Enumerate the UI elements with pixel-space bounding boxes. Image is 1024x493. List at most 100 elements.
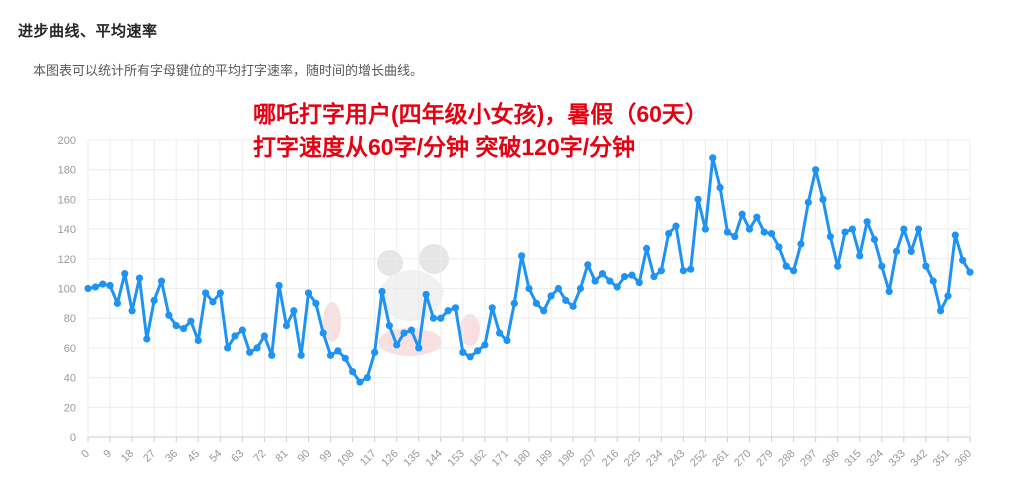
data-point[interactable] (819, 195, 827, 203)
data-point[interactable] (841, 228, 849, 236)
data-point[interactable] (870, 235, 879, 244)
data-point[interactable] (731, 232, 739, 241)
data-point[interactable] (246, 348, 254, 356)
data-point[interactable] (554, 284, 563, 293)
data-point[interactable] (466, 353, 474, 361)
data-point[interactable] (665, 229, 673, 238)
data-point[interactable] (745, 225, 754, 233)
data-point[interactable] (312, 299, 320, 307)
data-point[interactable] (473, 347, 482, 355)
data-point[interactable] (569, 302, 577, 310)
data-point[interactable] (628, 271, 636, 279)
data-point[interactable] (400, 329, 408, 337)
data-point[interactable] (584, 261, 592, 269)
data-point[interactable] (790, 267, 798, 275)
data-point[interactable] (326, 351, 335, 359)
data-point[interactable] (797, 240, 805, 248)
data-point[interactable] (393, 341, 401, 349)
data-point[interactable] (687, 265, 695, 273)
data-point[interactable] (275, 281, 283, 290)
data-point[interactable] (503, 336, 511, 345)
data-point[interactable] (488, 304, 496, 312)
data-point[interactable] (91, 283, 99, 291)
data-point[interactable] (209, 298, 217, 306)
data-point[interactable] (834, 262, 842, 270)
data-point[interactable] (378, 287, 386, 296)
data-point[interactable] (135, 274, 144, 282)
data-point[interactable] (113, 299, 121, 307)
data-point[interactable] (701, 225, 710, 233)
data-point[interactable] (121, 270, 129, 278)
data-point[interactable] (194, 336, 202, 345)
data-point[interactable] (334, 347, 342, 355)
data-point[interactable] (510, 299, 518, 307)
data-point[interactable] (532, 299, 540, 307)
data-point[interactable] (782, 262, 790, 270)
data-point[interactable] (518, 252, 526, 260)
data-point[interactable] (260, 332, 268, 340)
data-point[interactable] (496, 329, 504, 337)
data-point[interactable] (224, 344, 232, 352)
data-point[interactable] (128, 307, 136, 315)
data-point[interactable] (959, 256, 967, 264)
data-point[interactable] (481, 341, 489, 349)
data-point[interactable] (900, 225, 908, 233)
data-point[interactable] (165, 311, 173, 319)
data-point[interactable] (914, 225, 923, 233)
data-point[interactable] (606, 277, 614, 285)
data-point[interactable] (179, 324, 188, 333)
data-point[interactable] (856, 252, 864, 260)
data-point[interactable] (319, 329, 327, 337)
data-point[interactable] (356, 378, 364, 386)
data-point[interactable] (613, 283, 621, 291)
data-point[interactable] (297, 351, 305, 359)
data-point[interactable] (231, 332, 239, 340)
data-point[interactable] (951, 231, 959, 239)
data-point[interactable] (253, 344, 261, 352)
data-point[interactable] (282, 322, 291, 330)
data-point[interactable] (349, 368, 357, 376)
data-point[interactable] (944, 292, 952, 300)
data-point[interactable] (863, 218, 871, 226)
data-point[interactable] (635, 278, 643, 287)
data-point[interactable] (657, 267, 665, 275)
data-point[interactable] (157, 277, 166, 285)
data-point[interactable] (268, 351, 276, 359)
data-point[interactable] (422, 290, 430, 299)
data-point[interactable] (525, 284, 533, 293)
data-point[interactable] (84, 284, 92, 293)
data-point[interactable] (598, 270, 607, 278)
data-point[interactable] (459, 348, 467, 356)
data-point[interactable] (650, 273, 658, 281)
data-point[interactable] (547, 292, 555, 300)
data-point[interactable] (415, 344, 423, 352)
data-point[interactable] (892, 247, 901, 255)
data-point[interactable] (562, 296, 570, 304)
data-point[interactable] (760, 228, 768, 236)
data-point[interactable] (929, 277, 937, 285)
data-point[interactable] (937, 307, 945, 315)
data-point[interactable] (304, 289, 313, 297)
data-point[interactable] (407, 326, 415, 334)
data-point[interactable] (767, 229, 776, 238)
data-point[interactable] (826, 232, 834, 241)
data-point[interactable] (172, 322, 180, 330)
data-point[interactable] (451, 304, 460, 312)
data-point[interactable] (804, 198, 812, 206)
data-point[interactable] (775, 243, 783, 251)
data-point[interactable] (106, 281, 114, 290)
data-point[interactable] (709, 154, 717, 162)
data-point[interactable] (848, 225, 857, 233)
data-point[interactable] (620, 273, 629, 281)
data-point[interactable] (363, 374, 371, 382)
data-point[interactable] (143, 335, 151, 343)
data-point[interactable] (591, 277, 599, 285)
data-point[interactable] (202, 289, 210, 297)
data-point[interactable] (738, 210, 746, 218)
data-point[interactable] (187, 317, 195, 325)
data-point[interactable] (885, 287, 893, 296)
data-point[interactable] (385, 322, 393, 330)
data-point[interactable] (694, 195, 702, 203)
data-point[interactable] (812, 166, 820, 174)
data-point[interactable] (643, 244, 651, 253)
